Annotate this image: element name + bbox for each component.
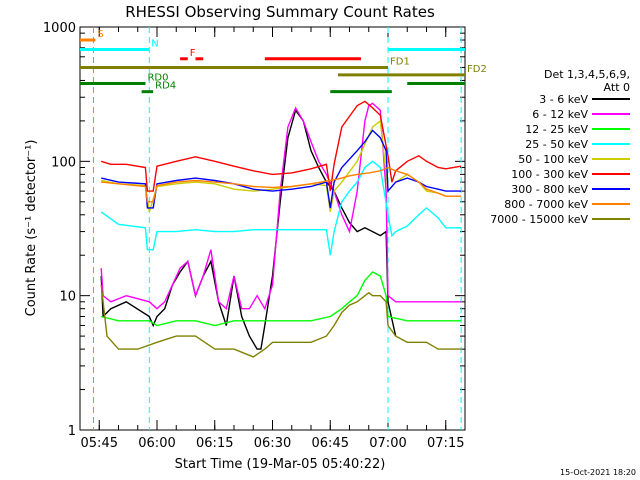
flag-label: S (97, 29, 103, 40)
flag-label: N (151, 38, 158, 49)
flag-label: FD2 (467, 64, 487, 75)
legend-label: 25 - 50 keV (525, 138, 588, 151)
legend-label: 12 - 25 keV (525, 123, 588, 136)
x-tick-label: 06:30 (254, 436, 291, 451)
series-line (100, 284, 462, 358)
legend-label: 800 - 7000 keV (504, 198, 588, 211)
y-tick-label: 1 (68, 424, 76, 439)
plot-frame (79, 26, 466, 431)
legend-label: 300 - 800 keV (511, 183, 588, 196)
legend-label: 7000 - 15000 keV (490, 213, 588, 226)
legend-label: 50 - 100 keV (518, 153, 588, 166)
vertical-markers (92, 27, 462, 430)
y-tick-label: 10 (59, 290, 76, 305)
x-tick-label: 06:45 (312, 436, 349, 451)
series-line (101, 166, 462, 203)
x-tick-label: 06:00 (138, 436, 175, 451)
x-axis-label: Start Time (19-Mar-05 05:40:22) (175, 457, 386, 472)
legend-label: 3 - 6 keV (539, 93, 588, 106)
y-axis-label: Count Rate (s⁻¹ detector⁻¹) (24, 140, 39, 317)
series-line (101, 129, 462, 209)
flag-label: FD1 (390, 56, 410, 67)
series-layer (100, 100, 462, 358)
x-tick-label: 07:00 (369, 436, 406, 451)
axis-layer: 1 10 100 1000 05:45 06:00 06:15 06:30 06:45 07:00… (43, 21, 466, 451)
chart-title: RHESSI Observing Summary Count Rates (125, 3, 435, 21)
x-tick-label: 06:15 (196, 436, 233, 451)
legend-header: Det 1,3,4,5,6,9, (544, 68, 630, 81)
legend-label: 100 - 300 keV (511, 168, 588, 181)
y-tick-label: 100 (51, 155, 76, 170)
series-line (100, 102, 462, 311)
flag-label: RD0 (147, 72, 168, 83)
flag-label: F (190, 48, 196, 59)
y-tick-label: 1000 (43, 21, 76, 36)
legend-header: Att 0 (604, 81, 630, 94)
legend-label: 6 - 12 keV (532, 108, 588, 121)
x-tick-label: 05:45 (81, 436, 118, 451)
flag-label: RD4 (155, 81, 176, 92)
render-timestamp: 15-Oct-2021 18:20 (560, 468, 636, 477)
series-line (100, 108, 397, 350)
x-tick-label: 07:15 (427, 436, 464, 451)
legend: Det 1,3,4,5,6,9,Att 0 3 - 6 keV 6 - 12 keV… (490, 68, 630, 226)
series-line (100, 160, 462, 256)
series-line (101, 271, 462, 327)
series-line (100, 100, 462, 192)
